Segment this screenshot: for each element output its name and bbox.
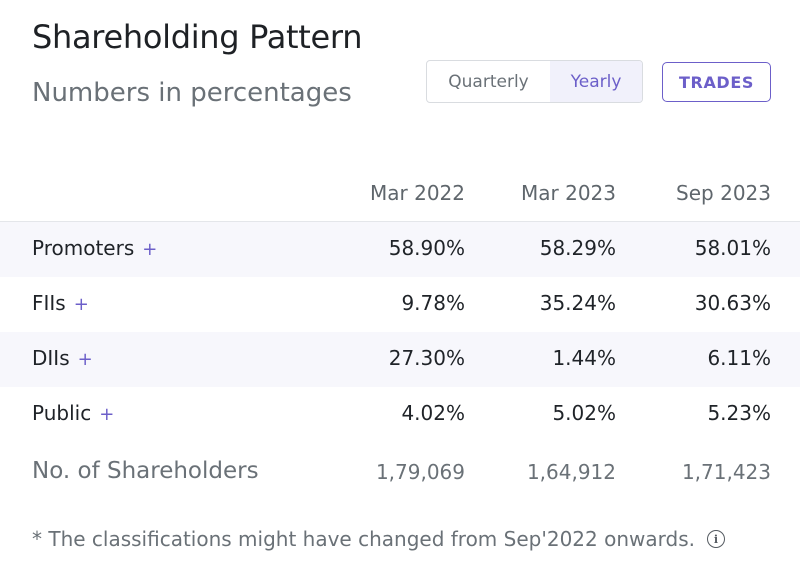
table-cell: 1,71,423 <box>681 460 771 484</box>
table-cell: 9.78% <box>401 291 465 315</box>
table-cell: 1.44% <box>552 346 616 370</box>
footnote-text: * The classifications might have changed… <box>32 527 695 551</box>
column-header: Mar 2023 <box>521 181 616 205</box>
table-cell: 5.23% <box>707 401 771 425</box>
toggle-quarterly[interactable]: Quarterly <box>448 71 529 92</box>
row-label-text: DIIs <box>32 346 70 370</box>
period-toggle: Quarterly Yearly <box>426 60 643 103</box>
table-row: Promoters + 58.90% 58.29% 58.01% <box>0 222 800 277</box>
table-cell: 58.01% <box>694 236 771 260</box>
shareholders-row: No. of Shareholders 1,79,069 1,64,912 1,… <box>0 442 800 502</box>
page-subtitle: Numbers in percentages <box>32 78 352 108</box>
expand-plus-icon[interactable]: + <box>77 349 93 370</box>
row-label-text: Promoters <box>32 236 135 260</box>
table-row: DIIs + 27.30% 1.44% 6.11% <box>0 332 800 387</box>
table-row: FIIs + 9.78% 35.24% 30.63% <box>0 277 800 332</box>
row-label-text: Public <box>32 401 92 425</box>
column-header: Mar 2022 <box>370 181 465 205</box>
table-cell: 1,79,069 <box>375 460 465 484</box>
table-row: Public + 4.02% 5.02% 5.23% <box>0 387 800 442</box>
footnote: * The classifications might have changed… <box>32 527 725 551</box>
expand-plus-icon[interactable]: + <box>73 294 89 315</box>
expand-plus-icon[interactable]: + <box>99 404 115 425</box>
column-header: Sep 2023 <box>676 181 771 205</box>
row-label[interactable]: FIIs + <box>32 291 89 315</box>
table-cell: 1,64,912 <box>526 460 616 484</box>
toggle-yearly[interactable]: Yearly <box>550 61 642 102</box>
table-cell: 30.63% <box>694 291 771 315</box>
expand-plus-icon[interactable]: + <box>142 239 158 260</box>
row-label[interactable]: Promoters + <box>32 236 157 260</box>
table-cell: 5.02% <box>552 401 616 425</box>
shareholders-label: No. of Shareholders <box>32 458 259 484</box>
table-cell: 4.02% <box>401 401 465 425</box>
row-label-text: FIIs <box>32 291 66 315</box>
shareholding-table: Mar 2022 Mar 2023 Sep 2023 Promoters + 58… <box>0 165 800 502</box>
table-cell: 58.90% <box>388 236 465 260</box>
table-cell: 35.24% <box>539 291 616 315</box>
table-cell: 6.11% <box>707 346 771 370</box>
table-header: Mar 2022 Mar 2023 Sep 2023 <box>0 165 800 222</box>
table-cell: 27.30% <box>388 346 465 370</box>
info-icon[interactable]: i <box>706 530 725 548</box>
trades-button[interactable]: TRADES <box>662 62 771 102</box>
row-label[interactable]: Public + <box>32 401 114 425</box>
table-cell: 58.29% <box>539 236 616 260</box>
page-title: Shareholding Pattern <box>32 18 363 56</box>
row-label[interactable]: DIIs + <box>32 346 93 370</box>
